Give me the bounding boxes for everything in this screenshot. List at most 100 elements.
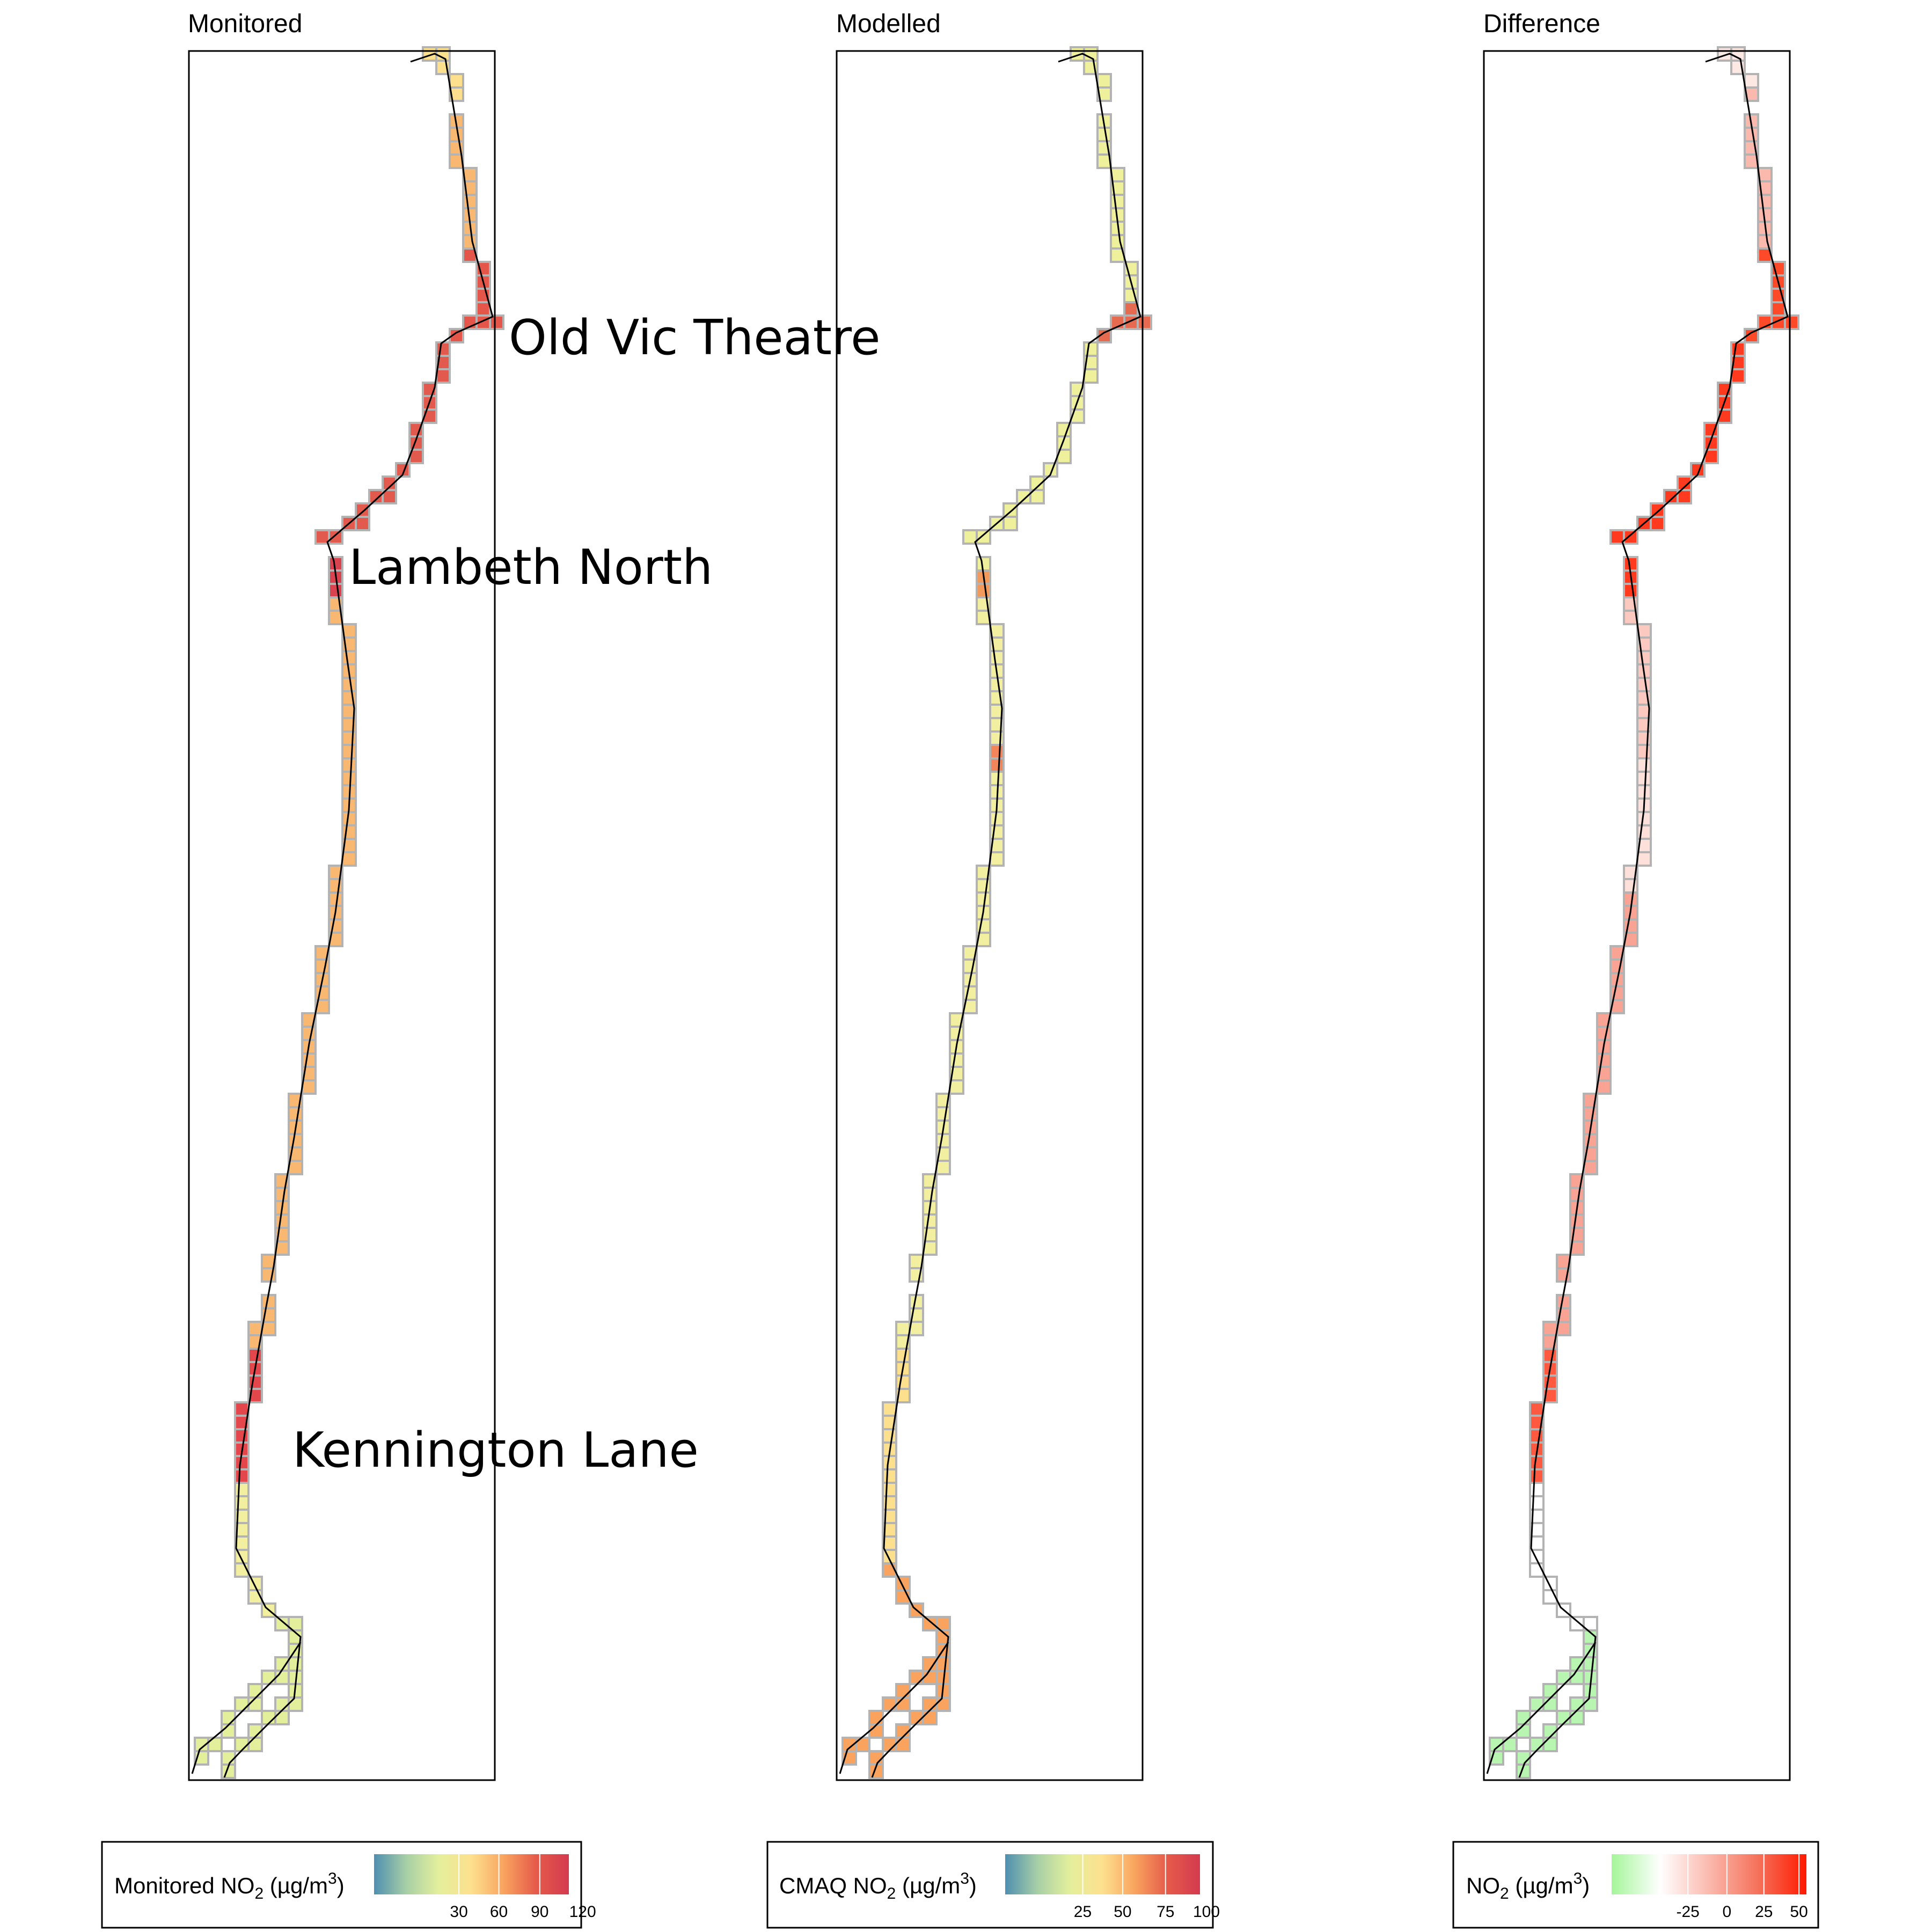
grid-cell [976,878,991,894]
grid-cell [989,824,1005,840]
grid-cell [261,1710,276,1725]
grid-cell [1636,650,1652,665]
grid-cell [989,730,1005,746]
grid-cell [341,650,357,665]
colorbar-tick-label: -25 [1677,1903,1700,1921]
grid-cell [314,958,330,974]
grid-cell [962,958,978,974]
grid-cell [328,878,343,894]
grid-cell [328,556,343,572]
grid-cell [949,1079,964,1095]
grid-cell [935,1133,951,1148]
grid-cell [1596,1026,1612,1041]
monitored-map-frame [188,50,496,1781]
monitored-colorbar [374,1854,569,1894]
grid-cell [368,489,384,504]
grid-cell [1609,958,1625,974]
grid-cell [341,824,357,840]
grid-cell [1623,891,1638,907]
grid-cell [909,1321,924,1336]
grid-cell [962,945,978,961]
grid-cell [355,502,370,518]
grid-cell [1516,1710,1531,1725]
grid-cell [274,1213,290,1229]
monitored-colorbar-ticks: 30 60 90 120 [450,1854,596,1921]
grid-cell [234,1737,250,1752]
grid-cell [1663,489,1679,504]
grid-cell [1770,301,1786,317]
grid-cell [882,1428,897,1444]
grid-cell [247,1348,263,1363]
grid-cell [1744,73,1759,89]
difference-map-frame [1483,50,1791,1781]
grid-cell [1583,1616,1598,1631]
grid-cell [868,1723,884,1739]
grid-cell [1650,502,1665,518]
grid-cell [1529,1495,1545,1511]
grid-cell [1623,878,1638,894]
grid-cell [1569,1670,1585,1685]
grid-cell [274,1696,290,1712]
monitored-legend-label: Monitored NO2 (µg/m3) [114,1870,345,1902]
grid-cell [1636,677,1652,692]
grid-cell [341,771,357,786]
grid-cell [328,529,343,545]
grid-cell [274,1710,290,1725]
grid-cell [1636,730,1652,746]
grid-cell [882,1482,897,1497]
grid-cell [1730,368,1746,384]
grid-cell [261,1254,276,1269]
colorbar-tick-label: 100 [1193,1903,1220,1921]
grid-cell [435,341,451,357]
grid-cell [882,1401,897,1417]
grid-cell [328,865,343,880]
modelled-map [839,46,1152,1779]
grid-cell [247,1696,263,1712]
grid-cell [1636,824,1652,840]
grid-cell [1542,1737,1558,1752]
grid-cell [288,1146,303,1162]
grid-cell [355,516,370,531]
grid-cell [882,1495,897,1511]
grid-cell [895,1683,911,1699]
grid-cell [449,73,464,89]
grid-cell [1529,1482,1545,1497]
grid-cell [1016,489,1031,504]
grid-cell [1757,194,1773,209]
grid-cell [247,1321,263,1336]
grid-cell [922,1187,938,1202]
colorbar-tick-label: 120 [569,1903,596,1921]
grid-cell [475,301,491,317]
grid-cell [234,1696,250,1712]
route-line [1518,53,1789,1778]
grid-cell [922,1710,938,1725]
grid-cell [1583,1696,1598,1712]
grid-cell [1636,771,1652,786]
place-label-old-vic-theatre: Old Vic Theatre [509,310,881,366]
grid-cell [328,583,343,598]
grid-cell [1110,194,1125,209]
grid-cell [895,1723,911,1739]
grid-cell [435,368,451,384]
panel-title-monitored: Monitored [188,10,302,38]
grid-cell [949,1052,964,1068]
grid-cell [341,744,357,759]
grid-cell [922,1670,938,1685]
grid-cell [895,1696,911,1712]
grid-cell [868,1750,884,1766]
grid-cell [288,1696,303,1712]
colorbar-tick-label: 0 [1722,1903,1731,1921]
grid-cell [1110,167,1125,182]
grid-cell [976,556,991,572]
grid-cell [462,194,478,209]
grid-cell [1556,1670,1571,1685]
place-label-lambeth-north: Lambeth North [349,539,713,596]
panel-title-difference: Difference [1483,10,1600,38]
grid-cell [1542,1683,1558,1699]
grid-cell [1583,1656,1598,1672]
grid-cell [1623,556,1638,572]
grid-cell [1596,1052,1612,1068]
grid-cell [314,529,330,545]
grid-cell [462,234,478,250]
grid-cell [261,1670,276,1685]
